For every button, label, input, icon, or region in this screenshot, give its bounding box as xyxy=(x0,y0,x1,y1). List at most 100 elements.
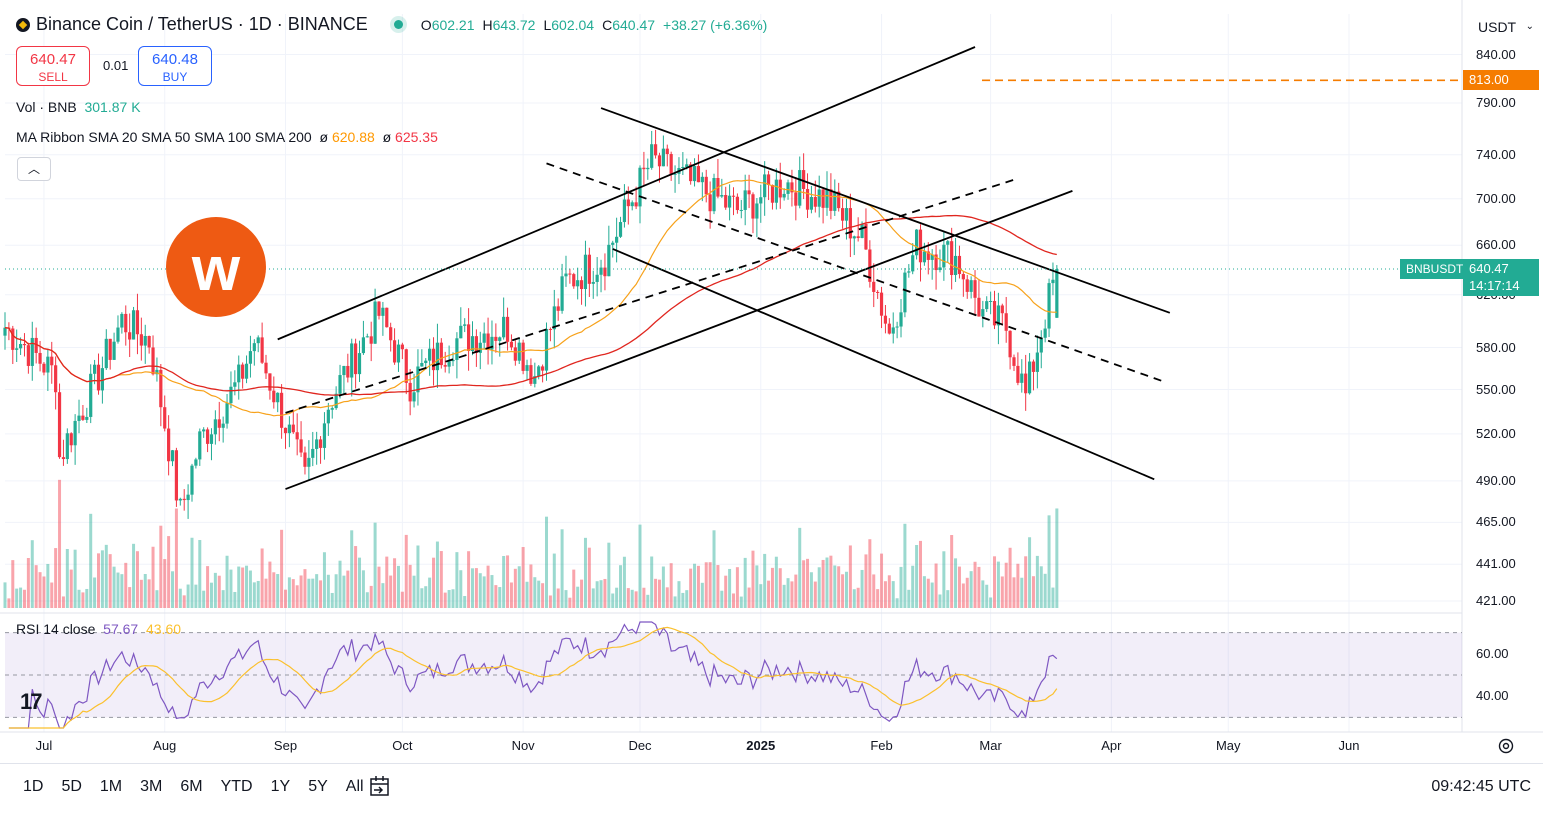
candle-body xyxy=(412,392,416,402)
candle-body xyxy=(241,364,245,379)
volume-bar xyxy=(607,542,611,608)
candle-body xyxy=(338,375,342,394)
volume-bar xyxy=(615,587,619,608)
ma-ribbon-legend[interactable]: MA Ribbon SMA 20 SMA 50 SMA 100 SMA 200 … xyxy=(16,129,438,145)
candle-body xyxy=(38,352,42,364)
volume-bar xyxy=(973,561,977,608)
candle-body xyxy=(369,336,373,344)
candle-body xyxy=(34,337,38,353)
volume-bar xyxy=(794,574,798,608)
volume-bar xyxy=(15,588,19,608)
candle-body xyxy=(1004,313,1008,331)
range-button-ytd[interactable]: YTD xyxy=(220,778,253,795)
volume-bar xyxy=(548,595,552,608)
candle-body xyxy=(194,459,198,466)
currency-selector[interactable]: USDT ⌄ xyxy=(1474,14,1540,40)
time-tick-label: Aug xyxy=(153,738,177,753)
volume-bar xyxy=(622,556,626,608)
volume-bar xyxy=(587,547,591,608)
volume-bar xyxy=(989,597,993,608)
candle-body xyxy=(766,174,771,185)
candle-body xyxy=(630,202,634,207)
volume-bar xyxy=(1000,576,1004,608)
volume-bar xyxy=(233,591,237,608)
volume-bar xyxy=(171,571,175,608)
candle-body xyxy=(135,310,140,335)
volume-bar xyxy=(724,575,728,608)
volume-bar xyxy=(420,588,424,608)
candle-body xyxy=(365,336,369,338)
range-button-5d[interactable]: 5D xyxy=(61,778,82,795)
volume-bar xyxy=(264,578,268,608)
sell-label: SELL xyxy=(38,70,68,84)
volume-bar xyxy=(311,578,315,608)
volume-bar xyxy=(451,589,455,608)
candle-body xyxy=(829,189,833,211)
volume-bar xyxy=(167,536,171,608)
volume-bar xyxy=(69,569,73,608)
rsi-legend[interactable]: RSI 14 close 57.67 43.60 xyxy=(16,621,181,637)
range-button-6m[interactable]: 6M xyxy=(180,778,203,795)
volume-bar xyxy=(1039,566,1043,608)
candle-body xyxy=(89,373,93,417)
collapse-legend-button[interactable]: ︿ xyxy=(17,157,51,181)
volume-bar xyxy=(533,577,537,608)
clock-readout[interactable]: 09:42:45 UTC xyxy=(1431,778,1531,795)
bottom-toolbar: 1D 5D 1M 3M 6M YTD 1Y 5Y All 09:42:45 UTC xyxy=(0,763,1543,815)
price-tick-label: 441.00 xyxy=(1476,556,1516,572)
volume-bar xyxy=(1012,577,1016,608)
volume-bar xyxy=(326,574,330,608)
candle-body xyxy=(498,337,502,341)
candle-body xyxy=(922,251,926,263)
low-label: L xyxy=(543,16,552,33)
candle-body xyxy=(560,276,564,311)
range-button-1d[interactable]: 1D xyxy=(23,778,44,795)
candle-body xyxy=(244,363,249,379)
low-value: 602.04 xyxy=(551,16,595,33)
volume-bar xyxy=(81,592,85,608)
settings-gear-icon[interactable] xyxy=(1497,737,1515,755)
range-button-1m[interactable]: 1M xyxy=(99,778,123,795)
range-button-5y[interactable]: 5Y xyxy=(308,778,328,795)
candles xyxy=(3,129,1059,519)
range-button-3m[interactable]: 3M xyxy=(140,778,163,795)
volume-bar xyxy=(782,584,786,608)
buy-button[interactable]: 640.48 BUY xyxy=(138,46,212,86)
volume-bar xyxy=(408,564,412,608)
volume-bar xyxy=(1020,577,1024,608)
volume-bar xyxy=(1028,537,1032,608)
volume-bar xyxy=(385,556,389,608)
candle-body xyxy=(96,364,101,391)
volume-bar xyxy=(252,582,256,608)
candle-body xyxy=(852,236,856,239)
candle-body xyxy=(248,351,253,364)
volume-bar xyxy=(583,537,587,608)
range-button-1y[interactable]: 1Y xyxy=(270,778,291,795)
candle-body xyxy=(128,332,132,340)
volume-bar xyxy=(950,535,954,608)
candle-body xyxy=(918,229,923,263)
candle-body xyxy=(533,376,537,384)
range-buttons: 1D 5D 1M 3M 6M YTD 1Y 5Y All xyxy=(14,778,373,796)
volume-bar xyxy=(498,587,502,608)
candle-body xyxy=(825,189,829,208)
volume-bar xyxy=(58,479,62,608)
candle-body xyxy=(474,336,478,353)
volume-bar xyxy=(825,557,829,608)
symbol-title[interactable]: Binance Coin / TetherUS · 1D · BINANCE xyxy=(36,14,368,34)
tradingview-logo-icon[interactable]: 17 xyxy=(20,689,43,714)
candle-body xyxy=(833,191,837,211)
candle-body xyxy=(950,241,954,276)
calendar-goto-icon[interactable] xyxy=(368,774,392,798)
volume-legend[interactable]: Vol · BNB 301.87 K xyxy=(16,99,141,115)
volume-bar xyxy=(221,590,225,608)
sell-button[interactable]: 640.47 SELL xyxy=(16,46,90,86)
volume-bar xyxy=(704,562,708,608)
candle-body xyxy=(681,167,685,169)
candle-body xyxy=(361,337,366,354)
range-button-all[interactable]: All xyxy=(345,778,364,795)
volume-bar xyxy=(104,544,108,608)
volume-bar xyxy=(763,553,767,608)
candle-body xyxy=(435,342,440,371)
